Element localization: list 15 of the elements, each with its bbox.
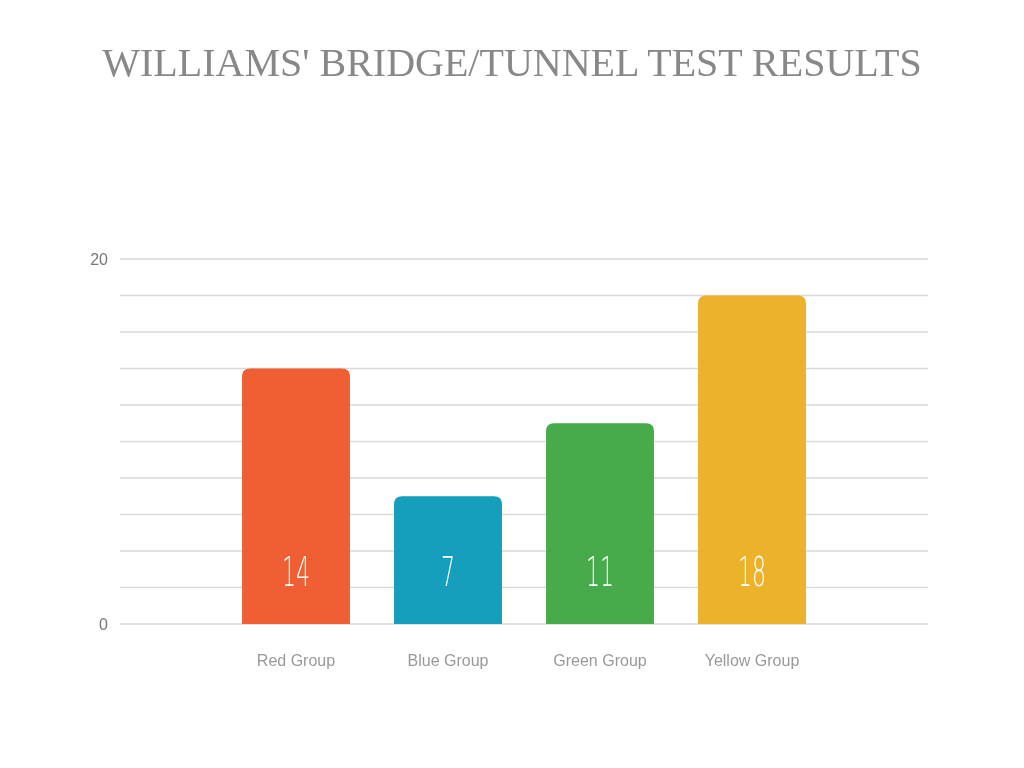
data-label: 18 bbox=[738, 548, 766, 596]
bar bbox=[546, 423, 654, 624]
x-tick-label: Red Group bbox=[256, 652, 336, 669]
x-tick-label: Blue Group bbox=[407, 652, 489, 669]
data-label: 14 bbox=[282, 548, 310, 596]
data-label: 11 bbox=[586, 548, 614, 596]
x-tick-label: Yellow Group bbox=[704, 652, 800, 669]
chart-title: WILLIAMS' BRIDGE/TUNNEL TEST RESULTS bbox=[102, 40, 922, 85]
bar bbox=[242, 368, 350, 624]
y-tick-label: 0 bbox=[99, 616, 109, 633]
y-tick-label: 20 bbox=[90, 251, 109, 268]
bar bbox=[698, 295, 806, 624]
bar bbox=[394, 496, 502, 624]
data-label: 7 bbox=[441, 548, 455, 596]
x-tick-label: Green Group bbox=[553, 652, 647, 669]
